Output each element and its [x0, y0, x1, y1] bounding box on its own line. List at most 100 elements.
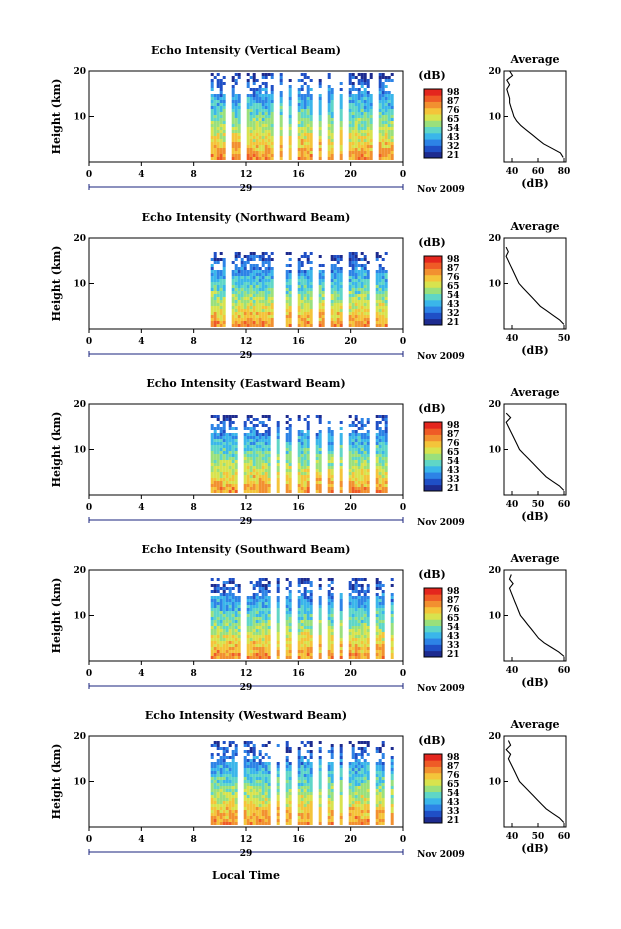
heatmap-cell [390, 644, 394, 647]
heatmap-cell [363, 481, 367, 484]
heatmap-cell [306, 279, 310, 282]
heatmap-cell [318, 264, 322, 267]
heatmap-cell [219, 783, 223, 786]
heatmap-cell [267, 306, 271, 309]
heatmap-cell [300, 109, 304, 112]
colorbar-segment [424, 447, 442, 454]
heatmap-cell [258, 267, 262, 270]
heatmap-cell [366, 644, 370, 647]
heatmap-cell [300, 273, 304, 276]
heatmap-cell [288, 300, 292, 303]
heatmap-cell [285, 617, 289, 620]
heatmap-cell [309, 617, 313, 620]
heatmap-cell [249, 765, 253, 768]
heatmap-cell [219, 300, 223, 303]
heatmap-cell [285, 650, 289, 653]
heatmap-cell [210, 807, 214, 810]
heatmap-cell [261, 436, 265, 439]
heatmap-cell [213, 115, 217, 118]
heatmap-cell [231, 608, 235, 611]
heatmap-cell [285, 309, 289, 312]
heatmap-cell [300, 816, 304, 819]
heatmap-cell [219, 795, 223, 798]
heatmap-cell [210, 599, 214, 602]
heatmap-cell [327, 771, 331, 774]
heatmap-cell [276, 777, 280, 780]
heatmap-cell [243, 324, 247, 327]
heatmap-cell [381, 448, 385, 451]
heatmap-cell [309, 804, 313, 807]
heatmap-cell [357, 490, 361, 493]
heatmap-cell [252, 430, 256, 433]
heatmap-cell [306, 300, 310, 303]
heatmap-cell [258, 786, 262, 789]
heatmap-cell [348, 614, 352, 617]
heatmap-cell [255, 121, 259, 124]
heatmap-cell [213, 617, 217, 620]
heatmap-cell [384, 94, 388, 97]
heatmap-cell [327, 822, 331, 825]
heatmap-cell [237, 154, 241, 157]
heatmap-cell [267, 768, 271, 771]
heatmap-cell [351, 490, 355, 493]
heatmap-cell [363, 626, 367, 629]
heatmap-cell [231, 157, 235, 160]
heatmap-cell [255, 288, 259, 291]
heatmap-cell [264, 478, 268, 481]
heatmap-cell [306, 801, 310, 804]
heatmap-cell [354, 599, 358, 602]
heatmap-cell [219, 115, 223, 118]
heatmap-cell [357, 270, 361, 273]
heatmap-cell [213, 632, 217, 635]
heatmap-cell [339, 656, 343, 659]
heatmap-cell [381, 76, 385, 79]
heatmap-cell [285, 466, 289, 469]
heatmap-cell [216, 783, 220, 786]
heatmap-cell [300, 596, 304, 599]
heatmap-cell [246, 466, 250, 469]
heatmap-cell [219, 285, 223, 288]
x-tick-label: 20 [344, 669, 357, 679]
heatmap-cell [258, 142, 262, 145]
heatmap-cell [378, 312, 382, 315]
heatmap-cell [252, 750, 256, 753]
heatmap-cell [384, 109, 388, 112]
heatmap-cell [309, 94, 313, 97]
colorbar-tick-label: 87 [447, 596, 460, 606]
heatmap-cell [381, 620, 385, 623]
date-suffix: Nov 2009 [417, 518, 465, 528]
heatmap-cell [288, 142, 292, 145]
heatmap-cell [366, 605, 370, 608]
heatmap-cell [213, 279, 217, 282]
heatmap-cell [366, 602, 370, 605]
heatmap-cell [357, 279, 361, 282]
heatmap-cell [222, 774, 226, 777]
heatmap-cell [318, 454, 322, 457]
heatmap-cell [267, 448, 271, 451]
heatmap-cell [300, 656, 304, 659]
heatmap-cell [330, 136, 334, 139]
heatmap-cell [366, 109, 370, 112]
heatmap-cell [234, 626, 238, 629]
heatmap-cell [276, 762, 280, 765]
heatmap-cell [237, 309, 241, 312]
heatmap-cell [264, 124, 268, 127]
heatmap-cell [255, 629, 259, 632]
heatmap-cell [219, 288, 223, 291]
heatmap-cell [318, 457, 322, 460]
heatmap-cell [360, 148, 364, 151]
heatmap-cell [351, 85, 355, 88]
heatmap-cell [219, 638, 223, 641]
heatmap-cell [300, 602, 304, 605]
heatmap-cell [306, 312, 310, 315]
heatmap-cell [300, 620, 304, 623]
heatmap-cell [297, 130, 301, 133]
heatmap-cell [288, 801, 292, 804]
heatmap-cell [219, 448, 223, 451]
heatmap-cell [264, 475, 268, 478]
heatmap-cell [369, 103, 373, 106]
heatmap-cell [366, 484, 370, 487]
heatmap-cell [219, 608, 223, 611]
heatmap-cell [222, 771, 226, 774]
heatmap-cell [228, 439, 232, 442]
